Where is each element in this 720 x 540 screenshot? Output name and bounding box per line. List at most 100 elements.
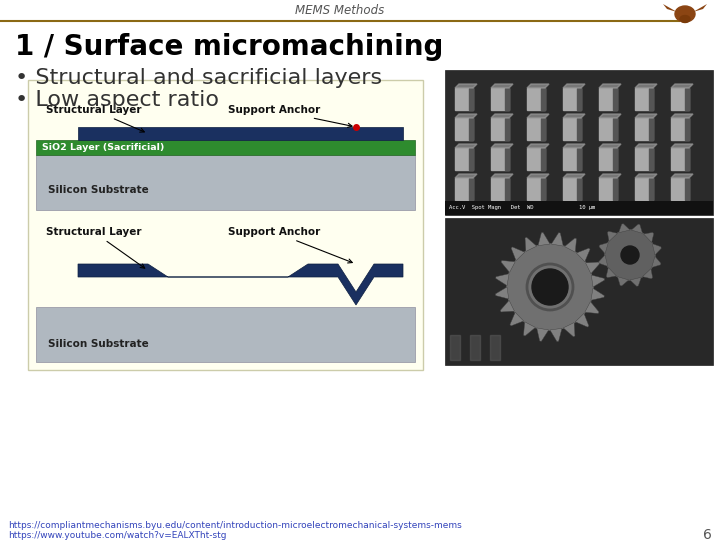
Polygon shape [500,300,514,312]
Polygon shape [618,276,629,286]
Bar [36,140,415,155]
Polygon shape [652,244,661,255]
Polygon shape [671,144,693,148]
Polygon shape [523,322,536,336]
Polygon shape [671,118,689,140]
Polygon shape [527,178,545,200]
Polygon shape [671,114,693,118]
Polygon shape [563,178,581,200]
Text: https://www.youtube.com/watch?v=EALXTht-stg: https://www.youtube.com/watch?v=EALXTht-… [8,530,227,539]
Polygon shape [685,88,689,110]
Polygon shape [577,118,581,140]
Polygon shape [591,288,604,300]
Polygon shape [527,88,545,110]
Polygon shape [630,277,642,286]
Polygon shape [591,275,605,287]
Polygon shape [78,264,403,305]
Polygon shape [577,148,581,170]
Polygon shape [505,88,509,110]
Polygon shape [455,84,477,88]
Polygon shape [618,224,630,233]
Polygon shape [606,267,616,278]
Text: Support Anchor: Support Anchor [228,227,352,263]
Text: SiO2 Layer (Sacrificial): SiO2 Layer (Sacrificial) [42,143,164,152]
Polygon shape [527,174,549,178]
Polygon shape [563,148,581,170]
Polygon shape [469,148,473,170]
Bar [28,80,423,370]
Ellipse shape [680,16,690,23]
Polygon shape [563,322,575,337]
Polygon shape [78,127,403,140]
Polygon shape [541,178,545,200]
Polygon shape [599,178,617,200]
Polygon shape [541,118,545,140]
Polygon shape [491,118,509,140]
Polygon shape [563,144,585,148]
Polygon shape [491,174,513,178]
Bar [36,307,415,362]
Polygon shape [649,118,653,140]
Text: MEMS Methods: MEMS Methods [295,3,384,17]
Polygon shape [613,88,617,110]
Text: https://compliantmechanisms.byu.edu/content/introduction-microelectromechanical-: https://compliantmechanisms.byu.edu/cont… [8,522,462,530]
Polygon shape [491,144,513,148]
Polygon shape [671,84,693,88]
Polygon shape [599,144,621,148]
Polygon shape [671,148,689,170]
Polygon shape [563,88,581,110]
Bar [445,70,713,215]
Polygon shape [635,148,653,170]
Polygon shape [536,328,549,341]
Polygon shape [505,118,509,140]
Polygon shape [635,88,653,110]
Polygon shape [577,88,581,110]
Text: Silicon Substrate: Silicon Substrate [48,339,149,349]
Polygon shape [470,335,480,360]
Polygon shape [693,4,707,12]
Polygon shape [599,84,621,88]
Polygon shape [455,114,477,118]
Polygon shape [563,84,585,88]
Polygon shape [635,144,657,148]
Polygon shape [491,88,509,110]
Polygon shape [671,88,689,110]
Polygon shape [469,178,473,200]
Polygon shape [599,174,621,178]
Polygon shape [491,148,509,170]
Polygon shape [505,148,509,170]
Polygon shape [585,301,599,314]
Polygon shape [575,313,589,327]
Text: Structural Layer: Structural Layer [46,227,145,268]
Polygon shape [685,118,689,140]
Polygon shape [585,262,600,274]
Polygon shape [599,118,617,140]
Polygon shape [644,232,654,242]
Circle shape [605,230,655,280]
Bar [36,155,415,210]
Polygon shape [455,174,477,178]
Polygon shape [663,4,677,12]
Polygon shape [599,255,608,266]
Polygon shape [511,247,525,261]
Polygon shape [527,114,549,118]
Polygon shape [527,148,545,170]
Polygon shape [649,88,653,110]
Circle shape [532,269,568,305]
Ellipse shape [675,6,695,22]
Polygon shape [608,231,618,241]
Text: 1 / Surface micromachining: 1 / Surface micromachining [15,33,444,61]
Text: Silicon Substrate: Silicon Substrate [48,185,149,195]
Polygon shape [576,248,590,262]
Text: 6: 6 [703,528,712,540]
Polygon shape [599,114,621,118]
Polygon shape [552,233,563,246]
Polygon shape [491,84,513,88]
Polygon shape [510,312,523,326]
Polygon shape [613,178,617,200]
Polygon shape [541,148,545,170]
Polygon shape [599,148,617,170]
Polygon shape [491,178,509,200]
Polygon shape [635,118,653,140]
Polygon shape [613,148,617,170]
